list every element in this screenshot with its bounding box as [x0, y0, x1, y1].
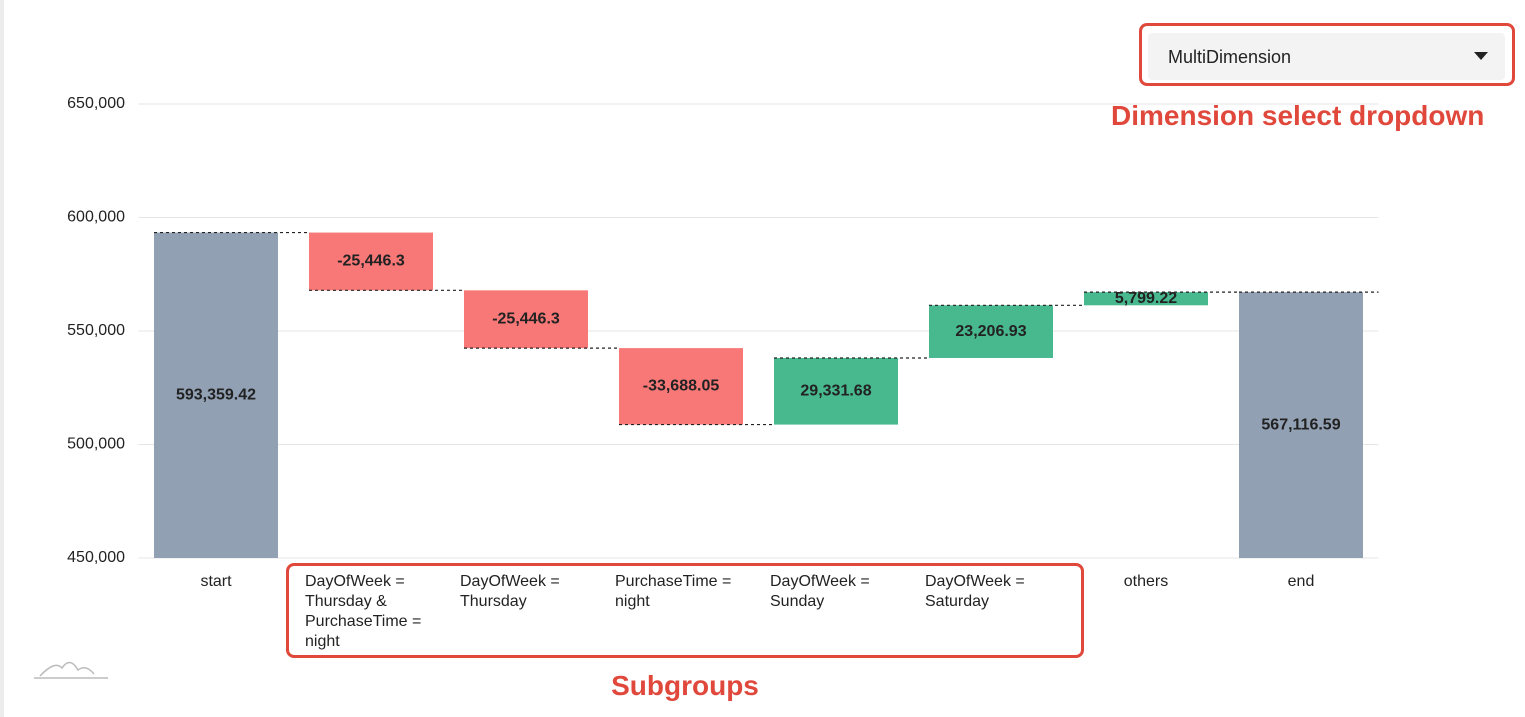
- x-tick-label: DayOfWeek = Saturday: [925, 573, 1025, 610]
- bar: [1084, 292, 1208, 306]
- x-tick-label: PurchaseTime = night: [615, 573, 732, 610]
- value-label: 5,799.22: [1115, 290, 1177, 307]
- dropdown-caret: [1474, 52, 1488, 60]
- x-tick-label: DayOfWeek = Sunday: [770, 573, 870, 610]
- x-label-cell: DayOfWeek = Thursday & PurchaseTime = ni…: [294, 572, 449, 652]
- x-tick-label: end: [1287, 573, 1315, 590]
- dimension-dropdown[interactable]: MultiDimension: [1148, 33, 1505, 80]
- value-label: -25,446.3: [492, 310, 560, 327]
- x-label-cell: DayOfWeek = Sunday: [759, 572, 914, 612]
- x-label-cell: DayOfWeek = Saturday: [914, 572, 1069, 612]
- x-tick-label: DayOfWeek = Thursday: [460, 573, 560, 610]
- annotation-label: Subgroups: [611, 670, 759, 701]
- x-label-cell: PurchaseTime = night: [604, 572, 759, 612]
- x-label-cell: end: [1224, 572, 1379, 592]
- value-label: 29,331.68: [800, 382, 871, 399]
- bar: [309, 232, 433, 291]
- y-tick-label: 600,000: [67, 209, 125, 226]
- value-label: 23,206.93: [955, 323, 1026, 340]
- y-tick-label: 500,000: [67, 436, 125, 453]
- x-tick-label: DayOfWeek = Thursday & PurchaseTime = ni…: [305, 573, 422, 650]
- value-label: 593,359.42: [176, 387, 256, 404]
- x-tick-label: start: [200, 573, 232, 590]
- left-border: [0, 0, 4, 717]
- annotation-label: Dimension select dropdown: [1111, 100, 1485, 131]
- bar: [464, 290, 588, 349]
- logo: [34, 661, 108, 679]
- bar: [1239, 292, 1363, 558]
- subgroups-annotation-box: [286, 563, 1084, 658]
- bar: [774, 357, 898, 425]
- dropdown-annotation-box: [1139, 23, 1515, 86]
- x-tick-label: others: [1123, 573, 1169, 590]
- value-label: -25,446.3: [337, 253, 405, 270]
- x-label-cell: DayOfWeek = Thursday: [449, 572, 604, 612]
- x-label-cell: others: [1069, 572, 1224, 592]
- dropdown-value: MultiDimension: [1168, 47, 1292, 67]
- value-label: -33,688.05: [643, 378, 720, 395]
- y-tick-label: 450,000: [67, 549, 125, 566]
- bar: [619, 348, 743, 425]
- y-tick-label: 550,000: [67, 322, 125, 339]
- value-label: 567,116.59: [1261, 416, 1340, 433]
- y-tick-label: 650,000: [67, 95, 125, 112]
- bar: [154, 232, 278, 559]
- bar: [929, 305, 1053, 358]
- x-label-cell: start: [139, 572, 294, 592]
